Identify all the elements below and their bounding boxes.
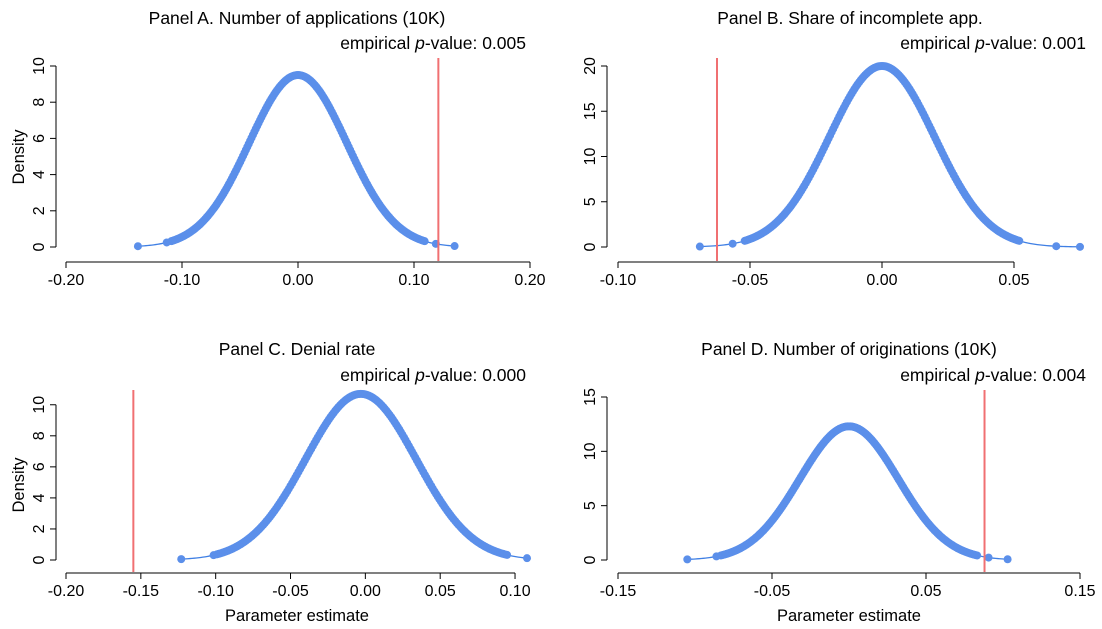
data-point [177,555,186,564]
x-tick-label: 0.00 [866,272,897,289]
x-tick-label: -0.20 [48,272,85,289]
panel-title: Panel C. Denial rate [219,339,376,359]
y-tick-label: 2 [31,206,48,215]
x-tick-label: 0.00 [282,272,313,289]
panel-title: Panel B. Share of incomplete app. [717,8,983,28]
x-axis-label: Parameter estimate [225,607,369,625]
data-point [695,242,704,251]
density-points [133,71,459,251]
y-tick-label: 8 [31,431,48,440]
data-point [1076,242,1084,251]
y-tick-label: 4 [31,170,48,179]
pvalue-label: empirical p-value: 0.000 [340,365,526,385]
x-tick-label: -0.10 [197,583,234,600]
y-tick-label: 5 [582,197,599,206]
data-point [683,555,692,564]
data-point [1003,555,1012,564]
density-curve [181,393,528,560]
y-tick-label: 0 [582,555,599,564]
density-points [695,62,1084,251]
panel-title: Panel D. Number of originations (10K) [701,339,997,359]
y-tick-label: 2 [31,524,48,533]
y-tick-label: 10 [582,442,599,460]
density-points [683,422,1012,564]
x-tick-label: -0.05 [272,583,309,600]
x-tick-label: 0.05 [425,583,456,600]
data-point [450,242,459,251]
data-point [984,553,993,562]
x-tick-label: -0.05 [754,583,791,600]
panel-title: Panel A. Number of applications (10K) [149,8,446,28]
pvalue-label: empirical p-value: 0.004 [900,365,1086,385]
density-curve [699,65,1081,248]
x-tick-label: -0.10 [164,272,201,289]
y-tick-label: 15 [582,388,599,406]
y-tick-label: 15 [582,102,599,120]
plot-area: 0 5 10 15 20 -0.10 -0.05 0.00 0.05 [582,57,1084,289]
data-point [1015,236,1024,245]
panel-d: Panel D. Number of originations (10K) em… [582,339,1096,625]
x-tick-label: -0.15 [123,583,160,600]
x-tick-label: 0.10 [398,272,429,289]
data-point [162,238,171,247]
data-point [1052,242,1061,251]
y-tick-label: 10 [31,396,48,414]
data-point [209,551,218,560]
panel-b: Panel B. Share of incomplete app. empiri… [582,8,1086,289]
pvalue-label: empirical p-value: 0.001 [900,33,1086,53]
plot-area: 0 2 4 6 8 10 -0.20 -0.10 0.00 0.10 0.20 [31,57,546,289]
y-tick-label: 6 [31,462,48,471]
density-curve [137,74,455,247]
y-tick-label: 8 [31,98,48,107]
x-tick-label: 0.20 [514,272,545,289]
data-point [420,237,429,246]
data-point [728,239,737,248]
x-axis-label: Parameter estimate [777,607,921,625]
x-tick-label: -0.15 [600,583,637,600]
data-point [133,242,142,251]
y-tick-label: 0 [31,242,48,251]
x-tick-label: -0.20 [48,583,85,600]
x-tick-label: -0.10 [600,272,637,289]
x-tick-label: 0.05 [910,583,941,600]
density-points [177,389,532,564]
panel-c: Panel C. Denial rate empirical p-value: … [10,339,532,625]
plot-area: 0 5 10 15 -0.15 -0.05 0.05 0.15 [582,388,1096,600]
data-point [523,554,532,563]
data-point [712,552,721,561]
plot-area: 0 2 4 6 8 10 -0.20 -0.15 -0.10 -0.05 0.00 0.05 0.10 [31,389,532,600]
x-tick-label: 0.10 [499,583,530,600]
y-tick-label: 10 [582,148,599,166]
x-tick-label: 0.05 [998,272,1029,289]
y-tick-label: 0 [582,242,599,251]
x-tick-label: 0.00 [350,583,381,600]
data-point [503,550,512,559]
panel-a: Panel A. Number of applications (10K) em… [10,8,546,289]
y-axis-label: Density [10,129,28,185]
data-point [973,551,982,560]
y-axis-label: Density [10,457,28,513]
y-tick-label: 20 [582,57,599,75]
x-tick-label: -0.05 [732,272,769,289]
density-curve [687,425,1008,561]
y-tick-label: 6 [31,134,48,143]
x-tick-label: 0.15 [1064,583,1095,600]
y-tick-label: 10 [31,57,48,75]
y-tick-label: 4 [31,493,48,502]
y-tick-label: 5 [582,501,599,510]
y-tick-label: 0 [31,555,48,564]
pvalue-label: empirical p-value: 0.005 [340,33,526,53]
